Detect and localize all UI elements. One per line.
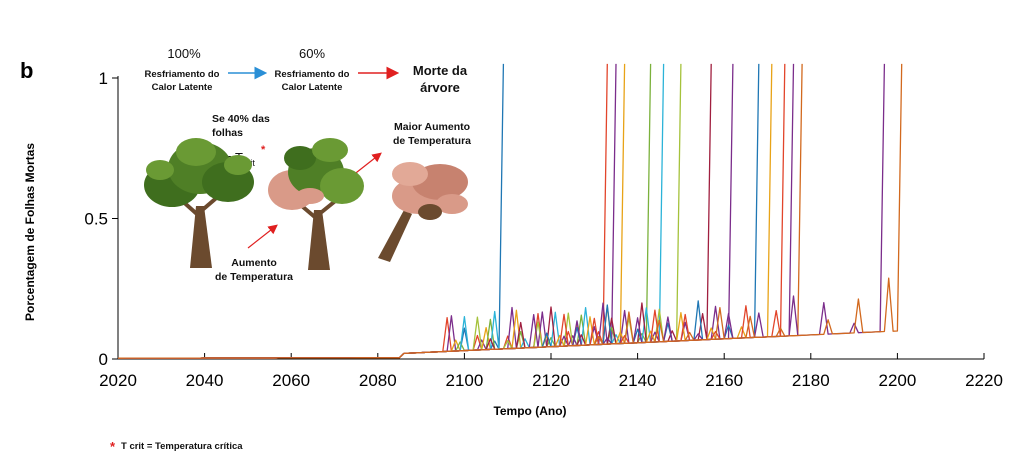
x-tick-label: 2100	[445, 371, 483, 390]
arrow-red-aumento	[247, 224, 278, 249]
pct-100-label: 100%	[167, 46, 201, 61]
x-tick-label: 2020	[99, 371, 137, 390]
x-tick-label: 2220	[965, 371, 1003, 390]
morte-line2: árvore	[420, 80, 460, 95]
series-line	[118, 63, 903, 359]
resfriamento-1-line2: Calor Latente	[152, 82, 213, 93]
maior-aumento-line1: Maior Aumento	[394, 121, 470, 133]
x-tick-label: 2120	[532, 371, 570, 390]
footnote-asterisk: *	[110, 439, 116, 454]
dead-tree-icon	[378, 162, 468, 262]
y-axis-ticks: 00.51	[84, 69, 118, 369]
x-tick-label: 2200	[878, 371, 916, 390]
morte-line1: Morte da	[413, 63, 468, 78]
partially-dead-tree-icon	[268, 138, 364, 270]
series-group	[118, 63, 903, 359]
resfriamento-1-line1: Resfriamento do	[145, 69, 220, 80]
healthy-tree-icon	[144, 138, 254, 268]
y-tick-label: 1	[99, 69, 108, 88]
footnote-text: T crit = Temperatura crítica	[121, 441, 243, 452]
x-axis-ticks: 2020 2040 2060 2080 2100 2120 2140 2160 2180 2200…	[99, 353, 1003, 390]
panel-label: b	[20, 58, 33, 83]
x-axis-title: Tempo (Ano)	[493, 404, 566, 418]
tcrit-asterisk: *	[261, 144, 266, 156]
se40-line1: Se 40% das	[212, 113, 270, 125]
x-tick-label: 2140	[619, 371, 657, 390]
resfriamento-2-line1: Resfriamento do	[275, 69, 350, 80]
resfriamento-2-line2: Calor Latente	[282, 82, 343, 93]
y-tick-label: 0	[99, 350, 108, 369]
x-tick-label: 2060	[272, 371, 310, 390]
x-tick-label: 2080	[359, 371, 397, 390]
x-tick-label: 2180	[792, 371, 830, 390]
maior-aumento-line2: de Temperatura	[393, 135, 471, 147]
x-tick-label: 2040	[186, 371, 224, 390]
x-tick-label: 2160	[705, 371, 743, 390]
arrow-red-maior	[351, 152, 382, 177]
aumento-line1: Aumento	[231, 257, 277, 269]
pct-60-label: 60%	[299, 46, 325, 61]
aumento-line2: de Temperatura	[215, 271, 293, 283]
y-tick-label: 0.5	[84, 210, 108, 229]
se40-line2: folhas	[212, 127, 243, 139]
y-axis-title: Porcentagem de Folhas Mortas	[23, 143, 37, 321]
